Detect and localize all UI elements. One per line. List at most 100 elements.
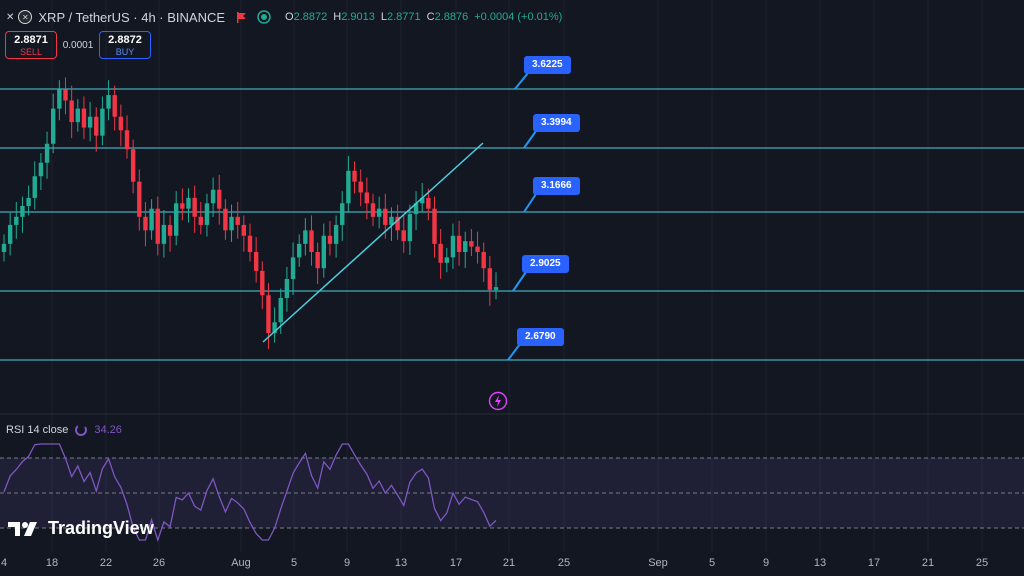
candle-body: [407, 214, 413, 242]
candle-body: [44, 143, 50, 163]
candle-body: [321, 235, 326, 269]
candle-body: [137, 181, 142, 217]
rsi-legend: RSI 14 close 34.26: [6, 423, 122, 437]
candle-body: [51, 108, 56, 144]
candle-body: [75, 108, 80, 123]
level-label-1[interactable]: 3.6225: [524, 56, 571, 74]
grid: [51, 0, 983, 552]
x-tick: 26: [152, 557, 166, 569]
candle-body: [346, 170, 351, 204]
candle-body: [204, 203, 210, 225]
level-label-3[interactable]: 3.1666: [533, 177, 580, 195]
candle-body: [1, 243, 7, 252]
level-label-2[interactable]: 3.3994: [533, 114, 580, 132]
candle-body: [106, 95, 111, 109]
candle-body: [420, 197, 425, 204]
candle-body: [278, 297, 283, 323]
level-pointer: [514, 72, 529, 90]
x-tick: 13: [394, 557, 408, 569]
rsi-line: [3, 443, 497, 543]
symbol-title[interactable]: XRP / TetherUS · 4h · BINANCE: [38, 9, 226, 25]
lightning-icon[interactable]: [488, 391, 508, 411]
x-tick: Aug: [231, 557, 251, 569]
horizontal-levels: [0, 72, 1024, 361]
candle-body: [241, 224, 247, 236]
candle-body: [340, 203, 345, 225]
candle-body: [7, 224, 13, 244]
candle-body: [297, 243, 302, 258]
symbol-header: ✕ ✕ XRP / TetherUS · 4h · BINANCE O2.887…: [6, 8, 562, 26]
buy-button[interactable]: 2.8872 BUY: [99, 31, 151, 59]
candle-body: [456, 235, 462, 252]
candle-body: [272, 322, 277, 334]
x-tick: 25: [975, 557, 989, 569]
candle-body: [149, 208, 154, 231]
candle-body: [112, 95, 117, 117]
level-pointer: [523, 193, 537, 213]
time-axis[interactable]: 4 18 22 26 Aug 5 9 13 17 21 25 Sep 5 9 1…: [0, 552, 1024, 576]
candle-body: [432, 208, 437, 244]
level-pointer: [523, 130, 537, 149]
x-tick: 4: [0, 557, 8, 569]
candle-body: [370, 203, 376, 217]
candle-body: [130, 149, 136, 182]
candle-body: [210, 189, 216, 204]
candle-body: [180, 203, 185, 209]
rsi-label[interactable]: RSI 14 close: [6, 424, 69, 436]
candle-body: [32, 176, 37, 198]
candle-body: [155, 208, 160, 244]
candle-body: [235, 216, 240, 225]
candle-body: [327, 235, 333, 244]
loading-icon: [75, 424, 88, 436]
candle-body: [143, 216, 148, 231]
level-label-4[interactable]: 2.9025: [522, 255, 569, 273]
tradingview-logo: TradingView: [8, 518, 154, 539]
candle-body: [229, 216, 234, 231]
candle-body: [57, 89, 62, 109]
candle-body: [315, 251, 320, 269]
candles: [1, 77, 499, 350]
x-tick: 5: [708, 557, 716, 569]
candle-body: [463, 241, 468, 252]
price-chart[interactable]: [0, 0, 1024, 552]
candle-body: [364, 192, 370, 204]
candle-body: [475, 246, 480, 252]
trendline: [262, 142, 484, 343]
candle-body: [376, 208, 382, 217]
eye-icon[interactable]: [257, 10, 271, 24]
collapse-icon[interactable]: ✕: [6, 11, 15, 23]
sell-button[interactable]: 2.8871 SELL: [5, 31, 57, 59]
candle-body: [444, 257, 449, 263]
x-tick: 25: [557, 557, 571, 569]
candle-body: [303, 230, 308, 244]
candle-body: [469, 241, 474, 247]
candle-body: [100, 108, 105, 136]
candle-body: [26, 197, 31, 206]
candle-body: [487, 268, 493, 290]
candle-body: [358, 181, 363, 193]
level-pointer: [512, 271, 527, 292]
candle-body: [124, 130, 130, 150]
x-tick: 13: [813, 557, 827, 569]
candle-body: [438, 243, 443, 263]
trade-panel: 2.8871 SELL 0.0001 2.8872 BUY: [5, 31, 151, 59]
x-tick: 5: [290, 557, 298, 569]
candle-body: [352, 170, 357, 182]
level-label-5[interactable]: 2.6790: [517, 328, 564, 346]
candle-body: [290, 257, 296, 280]
candle-body: [63, 89, 68, 101]
candle-body: [174, 203, 179, 236]
candle-body: [389, 216, 394, 225]
x-tick: 9: [343, 557, 351, 569]
candle-body: [260, 270, 265, 296]
spread-value: 0.0001: [62, 39, 94, 51]
candle-body: [167, 224, 173, 236]
candle-body: [309, 230, 314, 252]
rsi-pane: [0, 413, 1024, 529]
candle-body: [87, 116, 93, 128]
flag-icon[interactable]: [237, 11, 247, 23]
candle-body: [247, 235, 253, 252]
rsi-value: 34.26: [94, 424, 122, 436]
x-tick: 17: [867, 557, 881, 569]
x-tick: 22: [99, 557, 113, 569]
